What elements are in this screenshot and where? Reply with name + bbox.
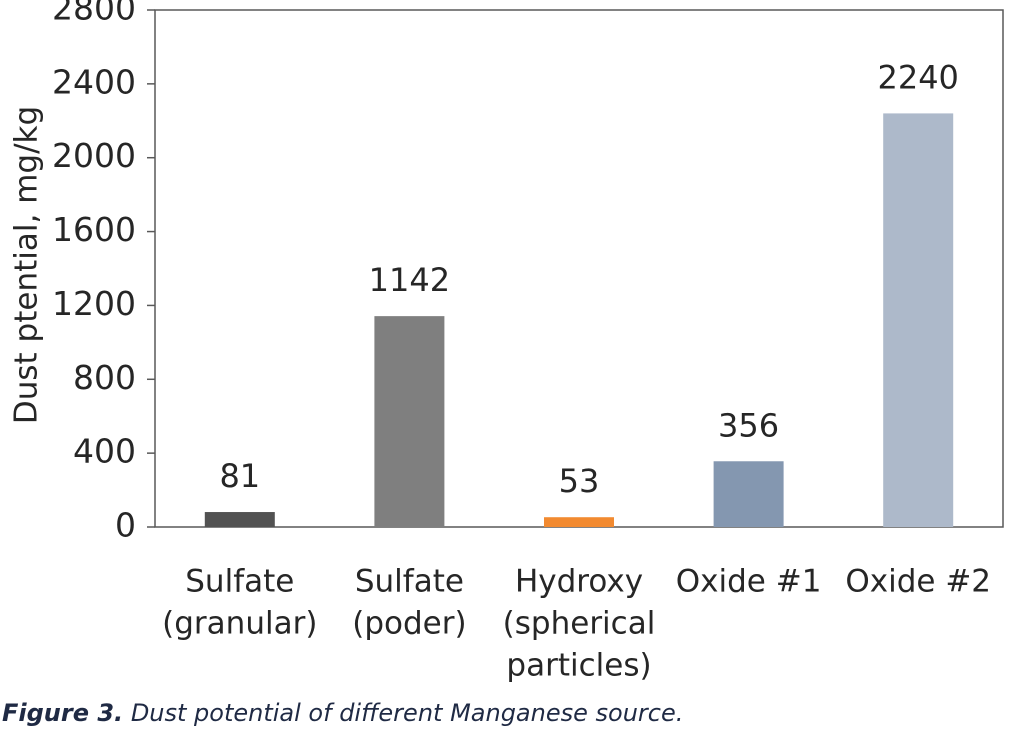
caption: Figure 3. Dust potential of different Ma… — [2, 699, 683, 727]
x-tick-label: Sulfate — [185, 564, 294, 600]
value-label: 356 — [718, 406, 779, 444]
value-label: 81 — [219, 457, 260, 495]
x-tick-label: Sulfate — [355, 564, 464, 600]
x-tick-label: Hydroxy — [515, 564, 643, 600]
x-tick-label: (poder) — [352, 606, 466, 642]
y-tick-label: 2400 — [52, 62, 136, 101]
value-label: 1142 — [369, 261, 450, 299]
value-label: 2240 — [877, 58, 958, 96]
bar — [883, 113, 954, 528]
caption-text: Dust potential of different Manganese so… — [131, 699, 684, 727]
bar — [713, 461, 784, 527]
bar — [374, 316, 445, 527]
x-tick-label: Oxide #2 — [845, 564, 991, 600]
y-tick-label: 2800 — [52, 0, 136, 28]
x-tick-label: (spherical — [503, 606, 656, 642]
bar — [544, 517, 614, 527]
caption-label: Figure 3. — [2, 699, 123, 727]
x-tick-label: Oxide #1 — [676, 564, 822, 600]
y-axis-label: Dust ptential, mg/kg — [9, 106, 45, 424]
x-tick-label: (granular) — [162, 606, 317, 642]
value-label: 53 — [559, 462, 600, 500]
y-tick-label: 1600 — [52, 210, 136, 249]
y-tick-label: 1200 — [52, 284, 136, 323]
y-tick-label: 2000 — [52, 136, 136, 175]
y-tick-label: 0 — [115, 506, 136, 545]
x-tick-label: particles) — [506, 648, 651, 684]
y-tick-label: 800 — [73, 358, 136, 397]
y-tick-label: 400 — [73, 432, 136, 471]
bar — [204, 512, 275, 527]
plot-frame — [154, 9, 1004, 528]
